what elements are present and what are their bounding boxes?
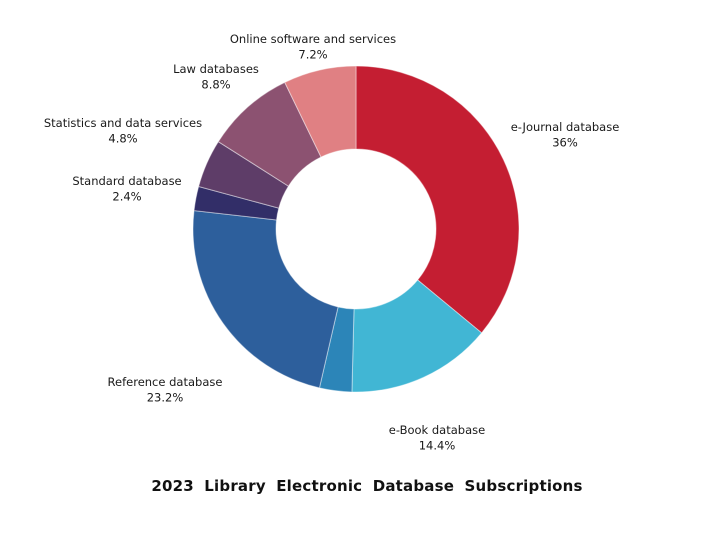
segment-label-standard-database-pct: 2.4% <box>112 190 141 204</box>
segment-label-e-book-database: e-Book database <box>389 423 485 437</box>
segment-label-e-book-database-pct: 14.4% <box>419 439 456 453</box>
pie-segment-law-databases <box>217 81 322 187</box>
pie-segment-e-journal-database <box>355 65 520 334</box>
segment-label-standard-database: Standard database <box>72 174 181 188</box>
segment-label-statistics-and-data-services-pct: 4.8% <box>108 132 137 146</box>
pie-segment-online-software-and-services <box>284 65 357 158</box>
pie-segment-e-book-database <box>351 279 483 393</box>
segment-label-e-journal-database: e-Journal database <box>511 120 620 134</box>
pie-segment-reference-database <box>192 210 339 389</box>
segment-label-law-databases-pct: 8.8% <box>201 78 230 92</box>
segment-label-law-databases: Law databases <box>173 62 259 76</box>
segment-label-reference-database-pct: 23.2% <box>147 391 184 405</box>
chart-title: 2023 Library Electronic Database Subscri… <box>151 477 583 495</box>
segment-label-e-journal-database-pct: 36% <box>552 136 578 150</box>
segment-label-online-software-and-services-pct: 7.2% <box>298 48 327 62</box>
segment-label-reference-database: Reference database <box>108 375 223 389</box>
segment-label-online-software-and-services: Online software and services <box>230 32 396 46</box>
segment-label-statistics-and-data-services: Statistics and data services <box>44 116 202 130</box>
